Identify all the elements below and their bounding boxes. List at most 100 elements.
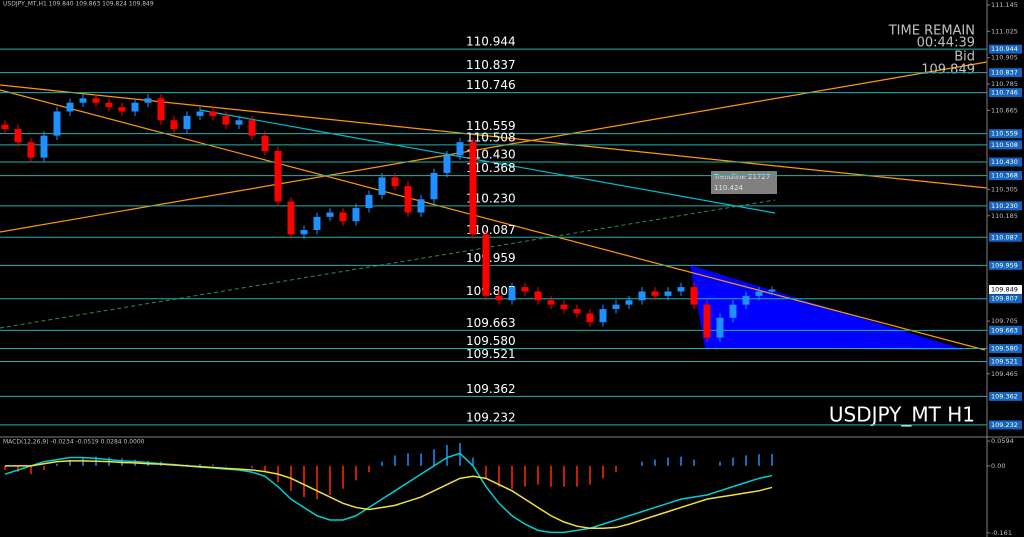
level-label: 110.944 bbox=[466, 35, 516, 49]
time-remain-title: TIME REMAIN bbox=[888, 24, 975, 39]
y-tick-label: 0.0594 bbox=[991, 437, 1014, 445]
level-label: 109.807 bbox=[466, 284, 516, 298]
level-tag-label: 109.521 bbox=[991, 357, 1018, 365]
candle-body bbox=[404, 186, 412, 213]
candle-body bbox=[27, 142, 35, 158]
level-tag bbox=[989, 68, 1022, 78]
level-label: 110.746 bbox=[466, 78, 516, 92]
level-tag-label: 110.944 bbox=[991, 45, 1018, 53]
macd-line bbox=[4, 452, 773, 534]
level-tag-label: 110.230 bbox=[991, 202, 1018, 210]
candle-body bbox=[430, 172, 438, 200]
level-tag bbox=[989, 356, 1022, 366]
level-tag-label: 109.663 bbox=[991, 326, 1018, 334]
candle-body bbox=[157, 98, 165, 121]
level-label: 110.430 bbox=[466, 147, 516, 161]
y-tick-label: 110.185 bbox=[991, 212, 1018, 220]
candle-body bbox=[92, 98, 100, 103]
candle-body bbox=[40, 135, 48, 158]
level-tag bbox=[989, 344, 1022, 354]
candle-body bbox=[339, 212, 347, 222]
candle-body bbox=[14, 129, 22, 143]
candle-body bbox=[560, 304, 568, 310]
price-tag bbox=[989, 285, 1022, 295]
y-tick-label: 109.465 bbox=[991, 370, 1018, 378]
tooltip-value: 110.424 bbox=[714, 184, 743, 192]
candle-body bbox=[53, 111, 61, 136]
level-tag-label: 110.837 bbox=[991, 69, 1018, 77]
candle-body bbox=[612, 304, 620, 310]
candle-body bbox=[482, 234, 490, 296]
candle-body bbox=[391, 177, 399, 187]
candle-body bbox=[378, 177, 386, 195]
candle-body bbox=[261, 135, 269, 152]
y-tick-label: -0.161 bbox=[991, 529, 1012, 537]
y-tick-label: 111.145 bbox=[991, 1, 1018, 9]
candle-body bbox=[703, 304, 711, 338]
y-tick-label: 0.00 bbox=[991, 462, 1005, 470]
time-remain: 00:44:39 bbox=[917, 36, 975, 51]
level-label: 110.559 bbox=[466, 119, 516, 133]
level-tag bbox=[989, 201, 1022, 211]
level-label: 109.959 bbox=[466, 251, 516, 265]
candle-body bbox=[534, 291, 542, 301]
candle-body bbox=[417, 199, 425, 213]
y-tick-label: 110.785 bbox=[991, 80, 1018, 88]
level-label: 109.580 bbox=[466, 334, 516, 348]
y-tick-label: 110.665 bbox=[991, 106, 1018, 114]
candle-body bbox=[248, 120, 256, 136]
candle-body bbox=[599, 309, 607, 323]
candle-body bbox=[755, 291, 763, 296]
candle-body bbox=[495, 295, 503, 301]
y-tick-label: 110.305 bbox=[991, 185, 1018, 193]
level-tag bbox=[989, 157, 1022, 167]
y-tick-label: 109.705 bbox=[991, 317, 1018, 325]
level-label: 110.230 bbox=[466, 191, 516, 205]
candle-body bbox=[170, 120, 178, 130]
candle-body bbox=[300, 230, 308, 235]
tooltip-name: Trendline 21727 bbox=[713, 173, 770, 181]
candle-body bbox=[690, 287, 698, 305]
price-tag-label: 109.849 bbox=[991, 286, 1018, 294]
y-tick-label: 110.905 bbox=[991, 54, 1018, 62]
candle-body bbox=[313, 216, 321, 231]
level-tag bbox=[989, 232, 1022, 242]
level-tag bbox=[989, 44, 1022, 54]
level-tag-label: 110.087 bbox=[991, 233, 1018, 241]
trendline-tooltip bbox=[711, 171, 777, 194]
candle-body bbox=[118, 107, 126, 112]
candle-body bbox=[456, 142, 464, 156]
level-tag-label: 110.746 bbox=[991, 89, 1018, 97]
trendline bbox=[0, 61, 988, 233]
candle-body bbox=[443, 155, 451, 173]
level-tag-label: 109.362 bbox=[991, 392, 1018, 400]
level-tag bbox=[989, 88, 1022, 98]
chart-header: USDJPY_MT,H1 109.840 109.863 109.824 109… bbox=[3, 1, 154, 8]
candle-body bbox=[547, 300, 555, 305]
level-tag bbox=[989, 171, 1022, 181]
candle-body bbox=[742, 295, 750, 305]
candle-body bbox=[521, 287, 529, 292]
candle-body bbox=[209, 111, 217, 116]
candle-body bbox=[625, 300, 633, 305]
level-label: 109.362 bbox=[466, 382, 516, 396]
macd-line bbox=[5, 460, 773, 530]
candle-body bbox=[716, 317, 724, 338]
candle-body bbox=[326, 212, 334, 217]
level-label: 110.087 bbox=[466, 223, 516, 237]
candle-body bbox=[105, 102, 113, 108]
candle-body bbox=[508, 287, 516, 301]
candle-body bbox=[274, 151, 282, 202]
level-label: 110.837 bbox=[466, 58, 516, 72]
candle-body bbox=[131, 102, 139, 112]
level-tag-label: 110.559 bbox=[991, 130, 1018, 138]
candle-body bbox=[638, 291, 646, 301]
level-tag-label: 110.430 bbox=[991, 158, 1018, 166]
level-label: 109.232 bbox=[466, 410, 516, 424]
level-label: 109.663 bbox=[466, 316, 516, 330]
level-label: 109.521 bbox=[466, 347, 516, 361]
level-tag-label: 109.580 bbox=[991, 345, 1018, 353]
candle-body bbox=[183, 115, 191, 130]
candle-body bbox=[469, 142, 477, 235]
